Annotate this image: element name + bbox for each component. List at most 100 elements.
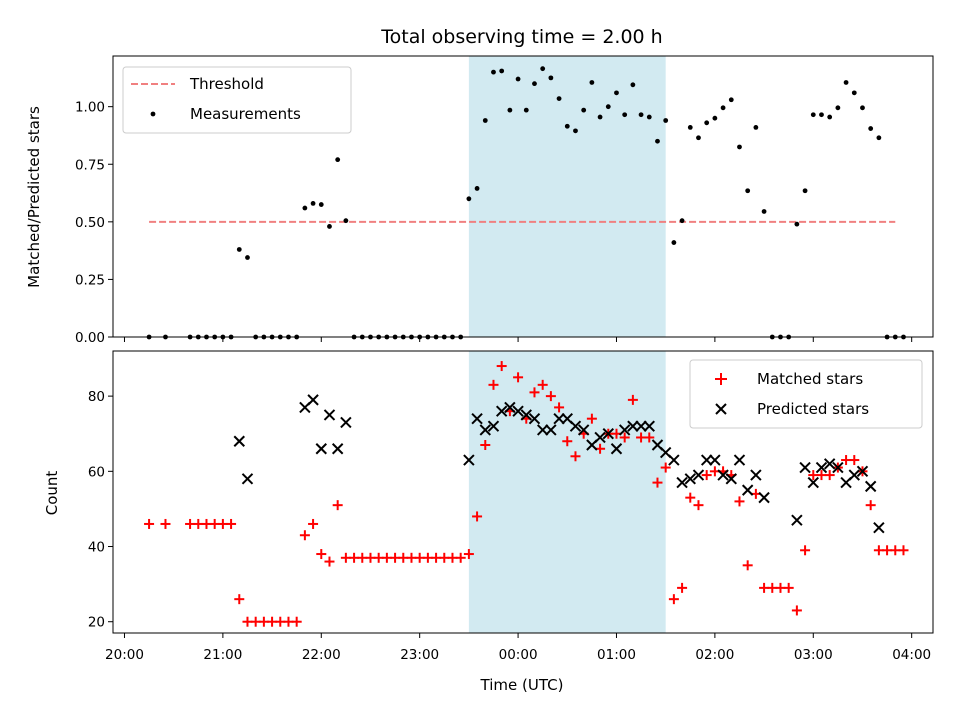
measurement-point (728, 97, 734, 103)
predicted-star-marker (463, 454, 475, 466)
predicted-star-marker (709, 454, 721, 466)
y-tick-label: 0.00 (75, 330, 105, 346)
legend-measurements-label: Measurements (190, 105, 301, 123)
predicted-star-marker (750, 469, 762, 481)
matched-star-marker (554, 402, 565, 413)
predicted-star-marker (618, 424, 631, 436)
predicted-star-marker (241, 473, 254, 485)
matched-star-marker (291, 616, 302, 627)
predicted-star-marker (340, 416, 352, 429)
measurement-point (646, 114, 652, 120)
predicted-star-marker (717, 469, 729, 481)
predicted-star-marker (676, 476, 688, 489)
measurement-point (761, 209, 767, 214)
measurement-point (573, 128, 578, 134)
matched-star-marker (316, 549, 327, 560)
measurement-point (663, 118, 669, 123)
y-tick-label: 40 (88, 540, 105, 556)
matched-star-marker (652, 477, 663, 488)
matched-star-marker (545, 391, 556, 402)
predicted-star-marker (832, 461, 844, 474)
predicted-star-marker (307, 394, 319, 406)
predicted-star-marker (479, 424, 491, 436)
predicted-star-marker (610, 443, 623, 455)
measurement-point (810, 112, 816, 118)
chart-title: Total observing time = 2.00 h (380, 26, 662, 48)
predicted-star-marker (684, 473, 696, 485)
measurement-point (318, 202, 324, 207)
measurement-point (327, 224, 332, 229)
measurement-point (687, 125, 693, 130)
measurement-point (876, 135, 882, 141)
x-tick-label: 03:00 (794, 647, 833, 663)
measurement-point (819, 112, 824, 118)
predicted-star-marker (594, 431, 606, 444)
measurement-point (622, 112, 628, 118)
measurement-point (851, 90, 857, 96)
matched-star-marker (463, 549, 474, 560)
predicted-star-marker (848, 469, 860, 481)
matched-star-marker (627, 394, 638, 405)
matched-star-marker (496, 361, 507, 372)
measurement-point (564, 123, 570, 129)
predicted-star-marker (815, 461, 828, 474)
y-tick-label: 0.25 (75, 272, 105, 288)
matched-star-marker (693, 500, 704, 511)
matched-star-marker (865, 500, 876, 511)
measurement-point (835, 105, 841, 111)
matched-star-marker (308, 518, 319, 529)
matched-star-marker (742, 560, 753, 571)
predicted-star-marker (864, 480, 877, 493)
ratio-legend: Threshold Measurements (122, 66, 352, 134)
predicted-star-marker (791, 514, 803, 526)
matched-star-marker (234, 594, 245, 605)
measurement-point (491, 69, 496, 75)
matched-star-marker (660, 462, 671, 473)
measurement-point (597, 114, 603, 120)
count-panel-frame (112, 350, 934, 634)
matched-star-marker (668, 594, 679, 605)
count-y-ticks: 20 40 60 80 (88, 389, 113, 631)
predicted-star-marker (799, 461, 811, 474)
predicted-star-marker (331, 443, 344, 455)
x-axis-label: Time (UTC) (480, 676, 564, 694)
matched-star-marker (455, 552, 466, 563)
observing-window-shade (468, 351, 666, 633)
measurement-point (802, 188, 808, 194)
legend-measurements-swatch (150, 111, 156, 117)
measurement-point (638, 112, 644, 118)
matched-star-marker (570, 451, 581, 462)
x-tick-label: 22:00 (302, 647, 341, 663)
count-legend: Matched stars Predicted stars (689, 359, 923, 429)
matched-star-marker (488, 379, 499, 390)
measurement-point (745, 188, 751, 194)
y-tick-label: 1.00 (75, 100, 105, 116)
predicted-star-marker (856, 465, 869, 478)
predicted-star-marker (873, 522, 885, 534)
x-tick-label: 21:00 (203, 647, 242, 663)
predicted-star-marker (528, 412, 541, 425)
measurement-point (720, 105, 726, 111)
measurement-point (589, 80, 595, 85)
matched-star-marker (824, 470, 835, 481)
measurement-point (507, 107, 513, 113)
predicted-star-marker (627, 420, 639, 432)
matched-star-marker (619, 432, 630, 443)
count-panel: 20 40 60 80 20:00 21:00 22:00 23:00 00:00 01:00 0… (43, 350, 934, 694)
matched-star-marker (480, 440, 491, 450)
measurement-point (548, 75, 554, 81)
measurement-point (614, 90, 619, 96)
predicted-star-markers (233, 394, 885, 534)
measurement-point (499, 68, 505, 74)
y-tick-label: 0.50 (75, 215, 105, 231)
measurement-point (671, 240, 677, 245)
ratio-panel: 0.00 0.25 0.50 0.75 1.00 Total observing tim… (25, 26, 934, 346)
measurement-point (523, 107, 529, 113)
matched-star-marker (299, 530, 310, 541)
ratio-x-ticks (123, 337, 913, 342)
predicted-star-marker (315, 443, 327, 455)
measurement-point (482, 118, 488, 123)
matched-star-marker (800, 545, 811, 556)
ratio-legend-box (122, 66, 352, 134)
measurement-point (310, 201, 316, 206)
